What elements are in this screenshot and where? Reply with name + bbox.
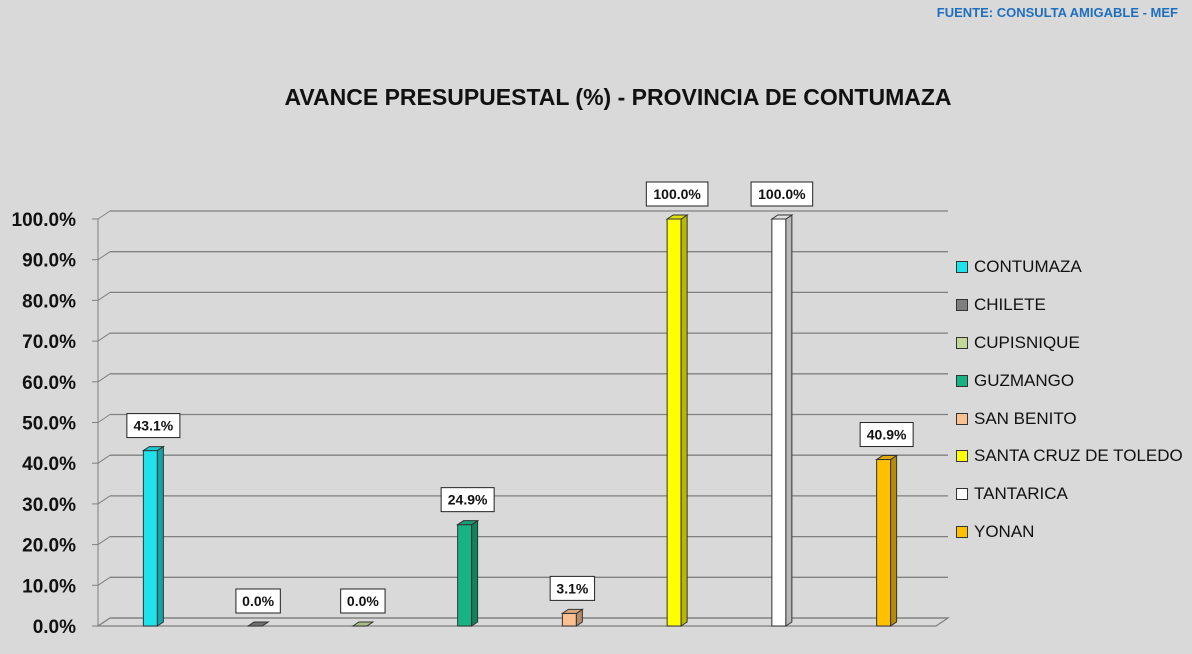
bar-side-5	[680, 214, 688, 627]
bar-4	[561, 612, 577, 627]
data-label-box	[340, 588, 386, 614]
chart-title: AVANCE PRESUPUESTAL (%) - PROVINCIA DE C…	[284, 84, 952, 110]
legend: CONTUMAZA CHILETE CUPISNIQUE GUZMANGO SAN BE…	[956, 248, 1183, 551]
legend-swatch	[956, 450, 968, 463]
gridline-depth	[97, 291, 111, 301]
bar-top-7	[874, 455, 899, 461]
y-tick-label: 80.0%	[22, 291, 76, 312]
gridline-depth	[97, 332, 111, 342]
gridline-depth	[97, 373, 111, 383]
data-label: 3.1%	[556, 580, 588, 596]
bar-5	[666, 218, 682, 627]
bar-3	[457, 524, 473, 627]
gridline-depth	[97, 251, 111, 261]
legend-swatch	[956, 374, 968, 387]
y-tick-label: 100.0%	[12, 210, 77, 231]
bar-7	[876, 459, 892, 627]
legend-label: CONTUMAZA	[974, 256, 1082, 276]
data-label: 43.1%	[134, 418, 174, 434]
y-tick-label: 10.0%	[22, 576, 76, 597]
bar-top-0	[141, 446, 166, 452]
legend-swatch	[956, 260, 968, 273]
legend-label: CUPISNIQUE	[974, 332, 1080, 352]
bar-side-7	[890, 454, 898, 627]
data-label: 0.0%	[242, 593, 274, 609]
source-note: FUENTE: CONSULTA AMIGABLE - MEF	[936, 5, 1178, 20]
data-label-box	[549, 575, 596, 601]
data-label-box	[859, 422, 914, 448]
chart-floor	[96, 617, 950, 627]
legend-label: GUZMANGO	[974, 370, 1075, 390]
y-tick-label: 50.0%	[22, 414, 76, 435]
gridline-depth	[97, 414, 111, 423]
data-label: 100.0%	[758, 186, 806, 202]
y-tick-label: 70.0%	[22, 332, 76, 353]
legend-label: CHILETE	[974, 294, 1046, 314]
bar-top-3	[455, 520, 480, 526]
y-tick-label: 30.0%	[22, 495, 76, 516]
legend-label: SANTA CRUZ DE TOLEDO	[974, 446, 1183, 466]
legend-label: SAN BENITO	[974, 408, 1077, 428]
bar-top-1	[246, 621, 270, 627]
gridline-depth	[97, 576, 111, 586]
legend-item: CONTUMAZA	[956, 248, 1183, 286]
legend-item: CUPISNIQUE	[956, 324, 1183, 362]
data-label-box	[750, 181, 814, 207]
bar-side-3	[471, 519, 479, 627]
gridline-depth	[97, 495, 111, 505]
y-tick-label: 20.0%	[22, 536, 76, 557]
legend-swatch	[956, 526, 968, 539]
data-label-box	[645, 181, 709, 207]
data-label: 0.0%	[347, 593, 379, 609]
legend-item: GUZMANGO	[956, 362, 1183, 400]
bar-6	[771, 218, 787, 627]
legend-label: YONAN	[974, 522, 1035, 542]
y-tick-label: 0.0%	[33, 617, 76, 638]
bar-0	[142, 450, 158, 627]
gridline-depth	[97, 536, 111, 546]
legend-item: CHILETE	[956, 286, 1183, 324]
data-label: 40.9%	[867, 427, 907, 443]
data-label: 100.0%	[653, 186, 701, 202]
legend-swatch	[956, 298, 968, 311]
y-tick-label: 60.0%	[22, 373, 76, 394]
bar-side-6	[785, 214, 793, 627]
bar-top-5	[665, 214, 689, 220]
legend-item: TANTARICA	[956, 475, 1183, 513]
bar-side-0	[156, 445, 164, 627]
data-label-box	[440, 487, 495, 513]
data-label-box	[126, 413, 181, 439]
legend-item: YONAN	[956, 513, 1183, 551]
y-tick-label: 40.0%	[22, 454, 76, 475]
bar-top-6	[770, 214, 794, 220]
gridline-depth	[97, 210, 111, 220]
data-label-box	[235, 588, 281, 614]
legend-swatch	[956, 488, 968, 501]
data-label: 24.9%	[448, 492, 488, 508]
gridline-depth	[97, 454, 111, 464]
legend-label: TANTARICA	[974, 484, 1068, 504]
bar-top-2	[351, 621, 375, 627]
legend-item: SANTA CRUZ DE TOLEDO	[956, 437, 1183, 475]
y-tick-label: 90.0%	[22, 251, 76, 272]
legend-swatch	[956, 412, 968, 425]
legend-swatch	[956, 336, 968, 349]
legend-item: SAN BENITO	[956, 400, 1183, 438]
bar-top-4	[560, 608, 585, 614]
